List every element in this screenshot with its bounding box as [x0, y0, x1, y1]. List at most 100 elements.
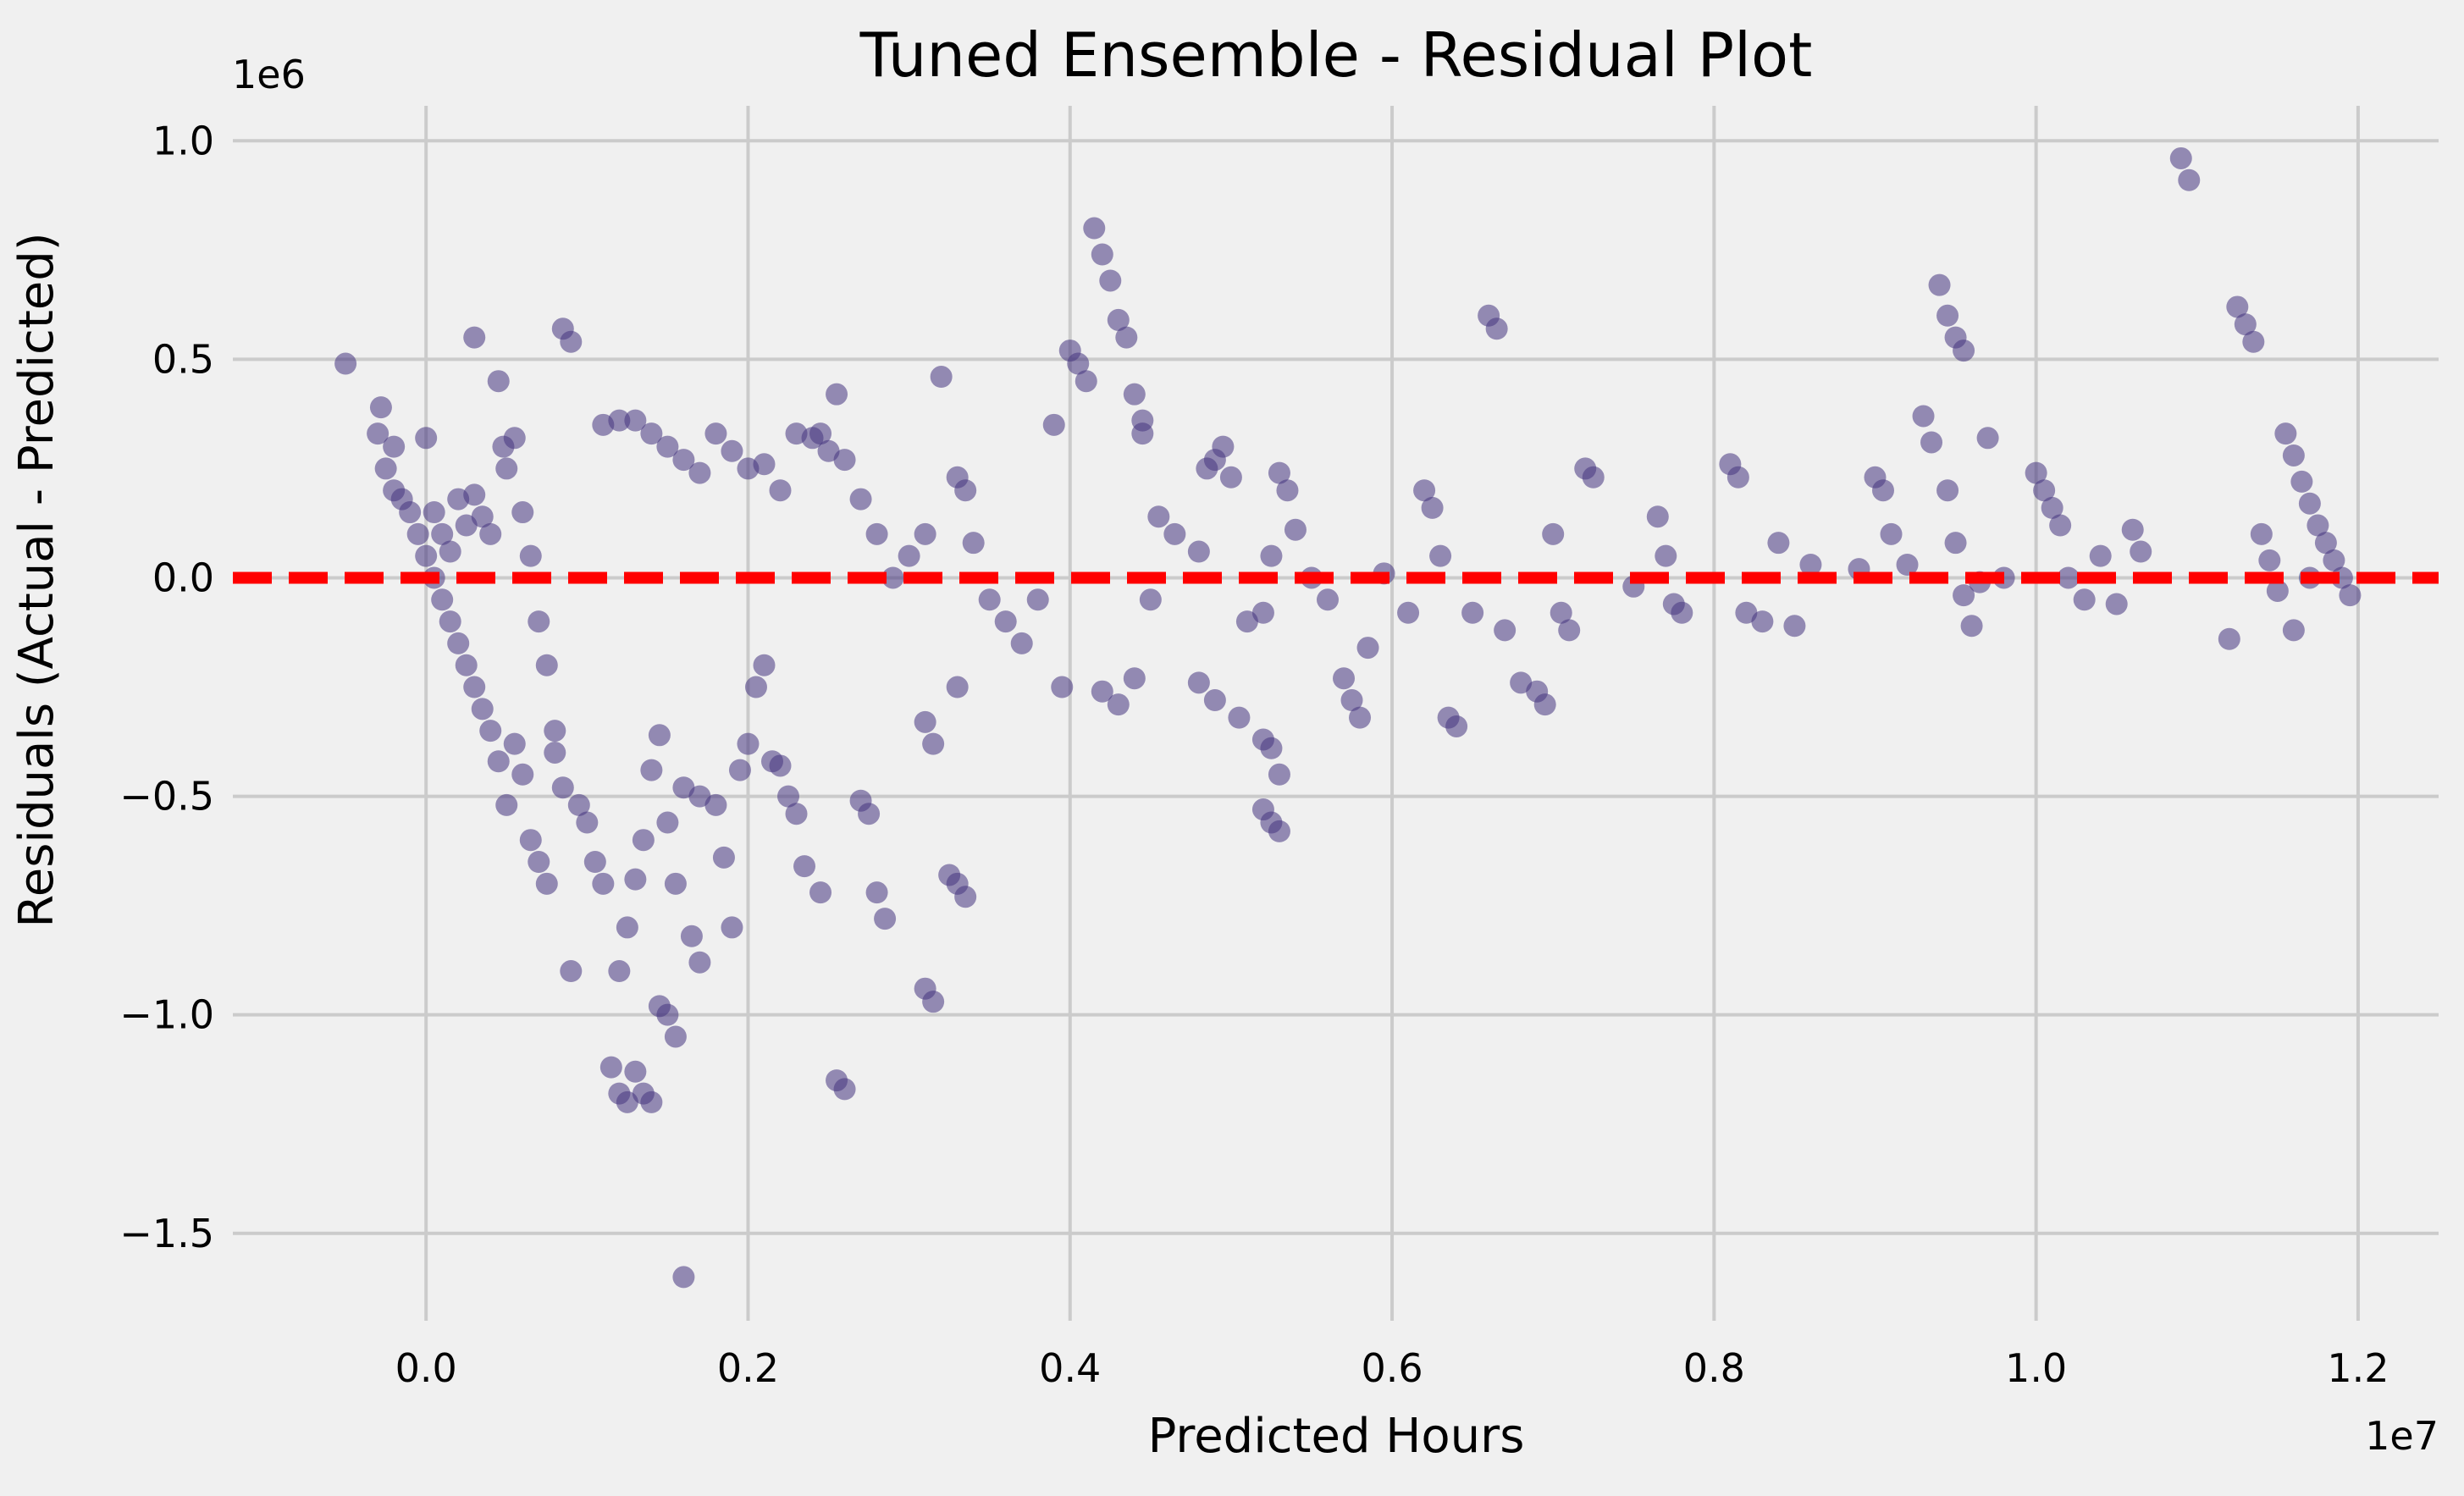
data-point — [922, 991, 945, 1013]
data-point — [592, 872, 615, 895]
data-point — [2339, 584, 2362, 607]
data-point — [1268, 820, 1290, 842]
data-point — [406, 522, 429, 545]
data-point — [511, 501, 534, 524]
data-point — [2234, 313, 2257, 336]
data-point — [369, 396, 392, 419]
data-point — [2298, 492, 2321, 515]
data-point — [1871, 479, 1894, 502]
data-point — [1123, 383, 1146, 406]
data-point — [1413, 479, 1436, 502]
data-point — [528, 851, 550, 874]
data-point — [874, 908, 897, 930]
data-point — [1131, 422, 1154, 445]
data-point — [640, 759, 663, 781]
data-point — [769, 754, 792, 777]
data-point — [1268, 461, 1290, 484]
data-point — [616, 1090, 638, 1113]
data-point — [2041, 496, 2063, 519]
data-point — [1163, 522, 1186, 545]
data-point — [463, 483, 486, 506]
data-point — [1558, 619, 1581, 642]
data-point — [471, 505, 494, 528]
data-point — [1187, 540, 1210, 563]
data-point — [914, 710, 936, 733]
data-point — [672, 1266, 695, 1289]
data-point — [721, 439, 743, 462]
data-point — [423, 501, 445, 524]
data-point — [632, 829, 655, 852]
y-tick-labels: −1.5 −1.0 −0.5 0.0 0.5 1.0 — [119, 118, 214, 1256]
data-point — [1953, 584, 1975, 607]
data-point — [2089, 544, 2112, 567]
data-point — [2290, 470, 2313, 493]
data-point — [2250, 522, 2273, 545]
data-point — [1976, 427, 1999, 450]
x-offset-label: 1e7 — [2365, 1413, 2439, 1459]
data-point — [1646, 505, 1669, 528]
data-point — [1928, 273, 1951, 296]
data-point — [1340, 689, 1363, 712]
data-point — [2323, 549, 2345, 571]
data-point — [495, 457, 518, 480]
data-point — [503, 427, 526, 450]
data-point — [1953, 339, 1975, 362]
data-point — [1751, 610, 1774, 633]
x-tick-label: 0.6 — [1361, 1345, 1423, 1391]
data-point — [2169, 146, 2192, 169]
scatter-points — [334, 146, 2362, 1289]
data-point — [1010, 632, 1033, 654]
data-point — [2266, 579, 2289, 602]
data-point — [383, 435, 406, 458]
data-point — [680, 925, 703, 947]
data-point — [1397, 601, 1420, 624]
data-point — [2218, 627, 2240, 650]
chart-title: Tuned Ensemble - Residual Plot — [859, 19, 1813, 91]
data-point — [1091, 243, 1113, 266]
data-point — [1799, 553, 1822, 576]
data-point — [1268, 763, 1290, 786]
data-point — [753, 654, 776, 676]
data-point — [447, 632, 470, 654]
data-point — [1219, 466, 1242, 489]
data-point — [1107, 693, 1130, 716]
data-point — [1260, 737, 1283, 759]
y-tick-label: 0.0 — [152, 555, 214, 600]
data-point — [528, 610, 550, 633]
x-tick-labels: 0.0 0.2 0.4 0.6 0.8 1.0 1.2 — [395, 1345, 2389, 1391]
data-point — [1091, 680, 1113, 703]
data-point — [721, 916, 743, 939]
data-point — [2073, 588, 2096, 611]
data-point — [551, 776, 574, 799]
data-point — [2282, 619, 2305, 642]
data-point — [2105, 593, 2128, 616]
data-point — [2242, 330, 2265, 353]
data-point — [712, 846, 735, 869]
data-point — [1187, 671, 1210, 694]
data-point — [1880, 522, 1903, 545]
data-point — [769, 479, 792, 502]
data-point — [415, 544, 438, 567]
data-point — [2025, 461, 2047, 484]
y-tick-label: −1.0 — [119, 992, 214, 1038]
data-point — [1960, 615, 1983, 638]
data-point — [479, 720, 502, 742]
data-point — [599, 1056, 622, 1079]
data-point — [1139, 588, 1162, 611]
data-point — [624, 1060, 647, 1083]
data-point — [1726, 466, 1749, 489]
data-point — [535, 872, 558, 895]
data-point — [1735, 601, 1758, 624]
data-point — [672, 449, 695, 472]
data-point — [1251, 601, 1274, 624]
data-point — [1228, 706, 1251, 729]
data-point — [431, 588, 454, 611]
data-point — [2274, 422, 2297, 445]
data-point — [1051, 676, 1074, 698]
y-offset-label: 1e6 — [232, 52, 306, 97]
data-point — [954, 886, 977, 908]
data-point — [479, 522, 502, 545]
data-point — [583, 851, 606, 874]
